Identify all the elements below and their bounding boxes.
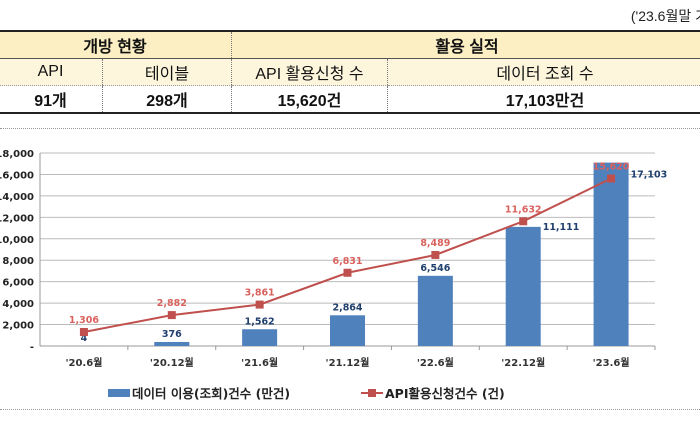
- x-tick-label: '22.6월: [417, 357, 454, 369]
- bar-data-label: 11,111: [543, 222, 580, 233]
- x-tick-label: '20.12월: [150, 357, 194, 369]
- line-marker: [79, 327, 88, 336]
- bar-data-label: 4: [81, 333, 88, 344]
- value-data-views: 17,103만건: [387, 85, 700, 114]
- legend-line-label: API활용신청건수 (건): [385, 386, 505, 401]
- value-api: 91개: [0, 85, 103, 114]
- y-tick-label: 2,000: [2, 321, 34, 332]
- x-tick-label: '23.6월: [593, 357, 630, 369]
- y-tick-label: 8,000: [2, 256, 34, 267]
- line-marker: [343, 268, 352, 277]
- bar-data-label: 2,864: [332, 302, 362, 313]
- y-tick-label: 18,000: [0, 149, 34, 160]
- bar: [417, 275, 453, 346]
- line-marker: [255, 300, 264, 309]
- y-tick-label: 6,000: [2, 278, 34, 289]
- line-marker: [431, 250, 440, 259]
- header-open-status: 개방 현황: [0, 30, 232, 59]
- chart-frame: [0, 128, 700, 410]
- subheader-api-requests: API 활용신청 수: [231, 58, 388, 86]
- value-api-requests: 15,620건: [231, 85, 388, 114]
- bar-data-label: 1,562: [245, 316, 275, 327]
- y-tick-label: 4,000: [2, 299, 34, 310]
- bar: [593, 162, 629, 346]
- y-tick-label: 10,000: [0, 235, 34, 246]
- bar: [154, 341, 190, 346]
- y-tick-label: 14,000: [0, 192, 34, 203]
- legend-bar-swatch: [108, 389, 130, 397]
- legend-bar-label: 데이터 이용(조회)건수 (만건): [132, 386, 290, 401]
- line-marker: [519, 217, 528, 226]
- line-data-label: 6,831: [332, 256, 362, 267]
- bar-data-label: 376: [162, 329, 182, 340]
- header-usage: 활용 실적: [231, 30, 700, 59]
- line-data-label: 2,882: [157, 298, 187, 309]
- y-tick-label: 12,000: [0, 213, 34, 224]
- bar-data-label: 6,546: [420, 263, 450, 274]
- reference-date-note: ('23.6월말 기: [630, 8, 700, 24]
- line-data-label: 8,489: [420, 238, 450, 249]
- y-tick-label: 16,000: [0, 170, 34, 181]
- x-tick-label: '21.6월: [241, 357, 278, 369]
- value-table: 298개: [102, 85, 232, 114]
- line-data-label: 15,620: [593, 162, 630, 173]
- line-marker: [607, 174, 616, 183]
- bar-data-label: 17,103: [631, 170, 668, 181]
- x-tick-label: '20.6월: [65, 357, 102, 369]
- bar: [242, 329, 278, 346]
- subheader-table: 테이블: [102, 58, 232, 86]
- y-tick-label: -: [30, 342, 34, 353]
- subheader-api: API: [0, 58, 103, 86]
- line-marker: [167, 311, 176, 320]
- summary-table: 개방 현황 활용 실적 API 테이블 API 활용신청 수 데이터 조회 수 9…: [0, 30, 700, 114]
- x-tick-label: '21.12월: [326, 357, 370, 369]
- bar: [505, 226, 541, 346]
- bar: [330, 315, 365, 346]
- subheader-data-views: 데이터 조회 수: [387, 58, 700, 86]
- x-tick-label: '22.12월: [501, 357, 545, 369]
- line-data-label: 3,861: [245, 288, 275, 299]
- legend-line-marker: [368, 389, 376, 397]
- line-data-label: 1,306: [69, 315, 99, 326]
- line-data-label: 11,632: [505, 204, 542, 215]
